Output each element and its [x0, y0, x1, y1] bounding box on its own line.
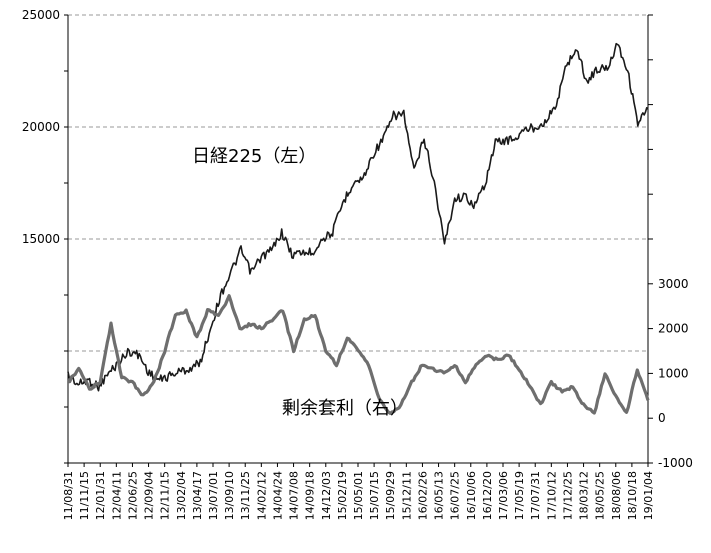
x-tick-label: 12/09/04 — [143, 471, 156, 520]
x-tick-label: 18/10/18 — [626, 471, 639, 520]
nikkei-series-label: 日経225（左） — [192, 146, 316, 167]
right-y-tick-labels: -1000 0 1000 2000 3000 — [658, 277, 693, 470]
x-tick-label: 16/02/26 — [416, 471, 429, 520]
x-tick-label: 11/08/31 — [62, 471, 75, 520]
x-tick-labels: 11/08/31 11/11/15 12/01/31 12/04/11 12/06/25… — [62, 463, 655, 520]
x-tick-label: 15/07/15 — [368, 471, 381, 520]
arbitrage-line — [67, 294, 650, 415]
x-tick-label: 14/12/03 — [320, 471, 333, 520]
x-tick-label: 15/05/01 — [352, 471, 365, 520]
x-tick-label: 13/07/01 — [207, 471, 220, 520]
x-tick-label: 18/08/06 — [610, 471, 623, 520]
x-tick-label: 17/12/25 — [561, 471, 574, 520]
x-tick-label: 17/07/31 — [529, 471, 542, 520]
x-tick-label: 17/03/06 — [497, 471, 510, 520]
x-tick-label: 15/09/29 — [384, 471, 397, 520]
x-tick-label: 12/11/15 — [159, 471, 172, 520]
x-tick-label: 12/06/25 — [126, 471, 139, 520]
x-tick-label: 14/04/24 — [271, 471, 284, 520]
x-tick-label: 17/05/19 — [513, 471, 526, 520]
arbitrage-series-label: 剰余套利（右） — [282, 398, 408, 419]
x-tick-label: 15/02/19 — [336, 471, 349, 520]
left-tick-label: 20000 — [22, 120, 60, 134]
x-tick-label: 17/10/12 — [545, 471, 558, 520]
x-tick-label: 12/04/11 — [110, 471, 123, 520]
x-tick-label: 13/11/25 — [239, 471, 252, 520]
x-tick-label: 13/04/17 — [191, 471, 204, 520]
nikkei-line — [67, 42, 649, 392]
x-tick-label: 16/12/20 — [481, 471, 494, 520]
right-tick-label: -1000 — [658, 456, 693, 470]
x-tick-label: 18/05/25 — [594, 471, 607, 520]
x-tick-label: 13/02/04 — [175, 471, 188, 520]
x-tick-label: 11/11/15 — [78, 471, 91, 520]
left-tick-label: 15000 — [22, 232, 60, 246]
x-tick-label: 16/10/06 — [465, 471, 478, 520]
x-tick-label: 18/03/12 — [578, 471, 591, 520]
x-tick-label: 16/07/25 — [449, 471, 462, 520]
series-lines — [67, 42, 650, 415]
x-tick-label: 14/09/18 — [304, 471, 317, 520]
x-tick-label: 13/09/10 — [223, 471, 236, 520]
right-tick-label: 0 — [658, 411, 666, 425]
right-tick-label: 3000 — [658, 277, 689, 291]
gridlines — [68, 14, 648, 352]
x-tick-label: 12/01/31 — [94, 471, 107, 520]
x-tick-label: 14/07/08 — [288, 471, 301, 520]
x-tick-label: 14/02/12 — [255, 471, 268, 520]
right-tick-label: 1000 — [658, 366, 689, 380]
right-tick-label: 2000 — [658, 322, 689, 336]
left-tick-label: 25000 — [22, 8, 60, 22]
left-y-tick-labels: 15000 20000 25000 — [22, 8, 60, 246]
x-tick-label: 16/05/13 — [433, 471, 446, 520]
x-tick-label: 19/01/04 — [642, 471, 655, 520]
x-tick-label: 15/12/11 — [400, 471, 413, 520]
